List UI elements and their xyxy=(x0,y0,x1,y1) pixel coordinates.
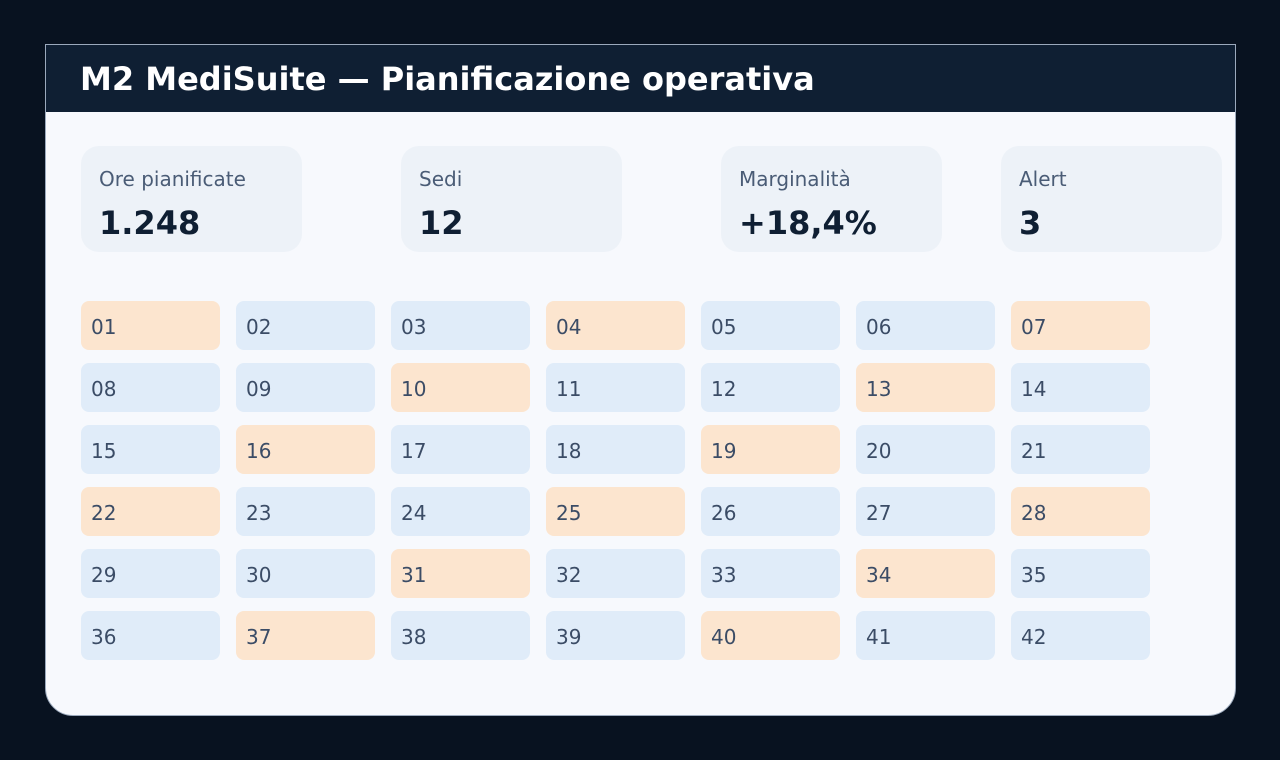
kpi-value: 12 xyxy=(419,204,464,242)
kpi-card-marginalita: Marginalità +18,4% xyxy=(721,146,942,252)
grid-cell-05[interactable]: 05 xyxy=(701,301,840,350)
grid-cell-label: 42 xyxy=(1021,625,1047,649)
grid-cell-35[interactable]: 35 xyxy=(1011,549,1150,598)
grid-cell-31[interactable]: 31 xyxy=(391,549,530,598)
grid-cell-26[interactable]: 26 xyxy=(701,487,840,536)
grid-cell-label: 24 xyxy=(401,501,427,525)
grid-cell-label: 04 xyxy=(556,315,582,339)
grid-cell-15[interactable]: 15 xyxy=(81,425,220,474)
kpi-label: Alert xyxy=(1019,167,1067,191)
grid-cell-08[interactable]: 08 xyxy=(81,363,220,412)
grid-cell-30[interactable]: 30 xyxy=(236,549,375,598)
grid-cell-label: 16 xyxy=(246,439,272,463)
grid-cell-label: 35 xyxy=(1021,563,1047,587)
grid-cell-37[interactable]: 37 xyxy=(236,611,375,660)
kpi-label: Marginalità xyxy=(739,167,851,191)
grid-cell-19[interactable]: 19 xyxy=(701,425,840,474)
grid-cell-41[interactable]: 41 xyxy=(856,611,995,660)
grid-cell-label: 05 xyxy=(711,315,737,339)
grid-cell-label: 01 xyxy=(91,315,117,339)
grid-cell-38[interactable]: 38 xyxy=(391,611,530,660)
grid-cell-33[interactable]: 33 xyxy=(701,549,840,598)
grid-cell-label: 33 xyxy=(711,563,737,587)
grid-cell-10[interactable]: 10 xyxy=(391,363,530,412)
grid-cell-29[interactable]: 29 xyxy=(81,549,220,598)
grid-cell-28[interactable]: 28 xyxy=(1011,487,1150,536)
grid-cell-04[interactable]: 04 xyxy=(546,301,685,350)
grid-cell-label: 13 xyxy=(866,377,892,401)
grid-cell-01[interactable]: 01 xyxy=(81,301,220,350)
kpi-label: Sedi xyxy=(419,167,463,191)
grid-cell-label: 36 xyxy=(91,625,117,649)
grid-cell-label: 14 xyxy=(1021,377,1047,401)
grid-cell-label: 38 xyxy=(401,625,427,649)
grid-cell-label: 19 xyxy=(711,439,737,463)
grid-cell-label: 31 xyxy=(401,563,427,587)
grid-cell-label: 21 xyxy=(1021,439,1047,463)
grid-cell-32[interactable]: 32 xyxy=(546,549,685,598)
grid-cell-20[interactable]: 20 xyxy=(856,425,995,474)
grid-cell-label: 39 xyxy=(556,625,582,649)
grid-cell-09[interactable]: 09 xyxy=(236,363,375,412)
kpi-card-alert: Alert 3 xyxy=(1001,146,1222,252)
grid-cell-label: 22 xyxy=(91,501,117,525)
grid-cell-label: 08 xyxy=(91,377,117,401)
grid-cell-label: 34 xyxy=(866,563,892,587)
grid-cell-22[interactable]: 22 xyxy=(81,487,220,536)
grid-cell-12[interactable]: 12 xyxy=(701,363,840,412)
grid-cell-17[interactable]: 17 xyxy=(391,425,530,474)
grid-cell-label: 03 xyxy=(401,315,427,339)
grid-cell-label: 02 xyxy=(246,315,272,339)
grid-cell-27[interactable]: 27 xyxy=(856,487,995,536)
grid-cell-11[interactable]: 11 xyxy=(546,363,685,412)
grid-cell-label: 25 xyxy=(556,501,582,525)
grid-cell-36[interactable]: 36 xyxy=(81,611,220,660)
grid-cell-03[interactable]: 03 xyxy=(391,301,530,350)
grid-cell-label: 09 xyxy=(246,377,272,401)
grid-cell-label: 32 xyxy=(556,563,582,587)
grid-cell-label: 17 xyxy=(401,439,427,463)
grid-cell-06[interactable]: 06 xyxy=(856,301,995,350)
grid-cell-42[interactable]: 42 xyxy=(1011,611,1150,660)
grid-cell-label: 30 xyxy=(246,563,272,587)
grid-cell-label: 20 xyxy=(866,439,892,463)
grid-cell-label: 11 xyxy=(556,377,582,401)
grid-cell-label: 29 xyxy=(91,563,117,587)
grid-cell-40[interactable]: 40 xyxy=(701,611,840,660)
kpi-value: +18,4% xyxy=(739,204,877,242)
grid-cell-23[interactable]: 23 xyxy=(236,487,375,536)
grid-cell-39[interactable]: 39 xyxy=(546,611,685,660)
grid-cell-label: 10 xyxy=(401,377,427,401)
grid-cell-label: 27 xyxy=(866,501,892,525)
title-bar: M2 MediSuite — Pianificazione operativa xyxy=(46,45,1235,112)
app-window: M2 MediSuite — Pianificazione operativa … xyxy=(45,44,1236,716)
grid-cell-18[interactable]: 18 xyxy=(546,425,685,474)
grid-cell-label: 18 xyxy=(556,439,582,463)
grid-cell-21[interactable]: 21 xyxy=(1011,425,1150,474)
grid-cell-label: 06 xyxy=(866,315,892,339)
kpi-label: Ore pianificate xyxy=(99,167,246,191)
grid-cell-label: 28 xyxy=(1021,501,1047,525)
grid-cell-label: 07 xyxy=(1021,315,1047,339)
kpi-value: 3 xyxy=(1019,204,1042,242)
kpi-card-ore-pianificate: Ore pianificate 1.248 xyxy=(81,146,302,252)
grid-cell-label: 15 xyxy=(91,439,117,463)
grid-cell-02[interactable]: 02 xyxy=(236,301,375,350)
kpi-card-sedi: Sedi 12 xyxy=(401,146,622,252)
grid-cell-25[interactable]: 25 xyxy=(546,487,685,536)
grid-cell-label: 12 xyxy=(711,377,737,401)
grid-cell-label: 40 xyxy=(711,625,737,649)
grid-cell-13[interactable]: 13 xyxy=(856,363,995,412)
grid-cell-16[interactable]: 16 xyxy=(236,425,375,474)
grid-cell-label: 26 xyxy=(711,501,737,525)
grid-cell-label: 37 xyxy=(246,625,272,649)
grid-cell-label: 41 xyxy=(866,625,892,649)
app-title: M2 MediSuite — Pianificazione operativa xyxy=(80,60,815,98)
grid-cell-14[interactable]: 14 xyxy=(1011,363,1150,412)
grid-cell-24[interactable]: 24 xyxy=(391,487,530,536)
kpi-value: 1.248 xyxy=(99,204,201,242)
grid-cell-07[interactable]: 07 xyxy=(1011,301,1150,350)
grid-cell-label: 23 xyxy=(246,501,272,525)
grid-cell-34[interactable]: 34 xyxy=(856,549,995,598)
